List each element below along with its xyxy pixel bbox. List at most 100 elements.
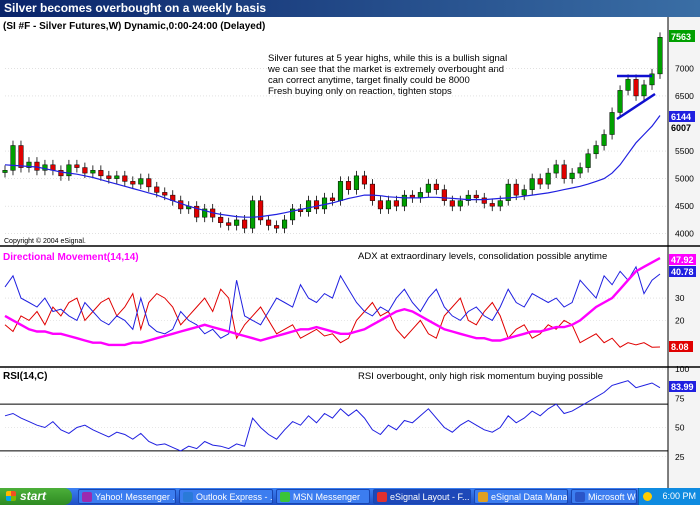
rsi-tick-label: 75 bbox=[675, 393, 685, 403]
minus-di-value-badge bbox=[669, 341, 693, 352]
word-icon bbox=[575, 492, 585, 502]
candle-body bbox=[98, 170, 104, 177]
candle-body bbox=[537, 178, 543, 185]
price-bars bbox=[2, 32, 663, 234]
candle-body bbox=[545, 172, 551, 185]
price-annotation-line-4: Fresh buying only on reaction, tighten s… bbox=[268, 86, 452, 97]
msn-messenger-icon bbox=[280, 492, 290, 502]
rsi-line bbox=[4, 380, 661, 452]
candle-body bbox=[457, 200, 463, 207]
candle-body bbox=[473, 194, 479, 199]
rsi-tick-label: 100 bbox=[675, 364, 689, 374]
start-button[interactable]: start bbox=[0, 488, 72, 505]
candle-body bbox=[122, 175, 128, 182]
candle-body bbox=[417, 192, 423, 199]
price-tick-label: 5000 bbox=[675, 174, 694, 184]
candle-body bbox=[202, 208, 208, 218]
taskbar-item-esignal-data-manager[interactable]: eSignal Data Mana... bbox=[474, 489, 568, 504]
candle-body bbox=[58, 170, 64, 177]
candle-body bbox=[250, 200, 256, 229]
taskbar: start Yahoo! Messenger ... Outlook Expre… bbox=[0, 488, 700, 505]
candle-body bbox=[337, 181, 344, 201]
candle-body bbox=[401, 194, 407, 207]
candle-body bbox=[377, 200, 383, 210]
windows-logo-icon bbox=[6, 491, 16, 501]
yahoo-messenger-icon bbox=[82, 492, 92, 502]
price-tick-label: 6500 bbox=[675, 91, 694, 101]
rsi-value-badge bbox=[669, 381, 696, 392]
taskbar-item-yahoo-messenger[interactable]: Yahoo! Messenger ... bbox=[78, 489, 176, 504]
taskbar-item-msn-messenger[interactable]: MSN Messenger bbox=[276, 489, 370, 504]
dmi-tick-label: 30 bbox=[675, 293, 685, 303]
candle-body bbox=[441, 189, 447, 201]
chart-area[interactable]: (SI #F - Silver Futures,W) Dynamic,0:00-… bbox=[0, 17, 700, 488]
rsi-value: 83.99 bbox=[671, 382, 694, 392]
candle-body bbox=[553, 164, 559, 174]
taskbar-item-outlook-express[interactable]: Outlook Express - ... bbox=[179, 489, 273, 504]
window-title: Silver becomes overbought on a weekly ba… bbox=[4, 1, 267, 15]
candle-body bbox=[361, 175, 368, 185]
taskbar-item-label: MSN Messenger bbox=[293, 492, 361, 502]
taskbar-item-esignal-layout[interactable]: eSignal Layout - F... bbox=[373, 489, 471, 504]
candle-body bbox=[369, 183, 375, 201]
candle-body bbox=[433, 183, 439, 190]
candle-body bbox=[593, 145, 599, 155]
axis-tick-labels: 4000 4500 5000 5500 6500 7000 20 30 25 50 100 75 bbox=[675, 63, 694, 461]
candle-body bbox=[226, 222, 232, 226]
price-tick-label: 4000 bbox=[675, 229, 694, 239]
taskbar-item-word[interactable]: Microsoft Word - ... bbox=[571, 489, 637, 504]
candle-body bbox=[266, 219, 272, 226]
price-annotation-line-1: Silver futures at 5 year highs, while th… bbox=[268, 53, 507, 64]
candle-body bbox=[18, 145, 24, 168]
system-tray[interactable]: 6:00 PM bbox=[638, 488, 700, 505]
last-price-value: 7563 bbox=[671, 32, 691, 42]
candle-body bbox=[561, 164, 567, 179]
candle-body bbox=[74, 164, 80, 168]
price-annotation-line-3: can correct anytime, target finally coul… bbox=[268, 75, 470, 86]
window-title-bar[interactable]: Silver becomes overbought on a weekly ba… bbox=[0, 0, 700, 17]
candle-body bbox=[282, 219, 288, 229]
price-tick-label: 5500 bbox=[675, 146, 694, 156]
support-trendline bbox=[616, 92, 656, 121]
candle-body bbox=[585, 153, 591, 168]
candle-body bbox=[577, 167, 583, 174]
candle-body bbox=[194, 205, 200, 218]
candle-body bbox=[290, 208, 296, 221]
rsi-tick-label: 25 bbox=[675, 452, 685, 462]
price-tick-label: 7000 bbox=[675, 63, 694, 73]
candle-body bbox=[489, 203, 495, 207]
candle-body bbox=[242, 219, 248, 229]
chart-background bbox=[0, 17, 700, 488]
candle-body bbox=[385, 200, 391, 210]
candle-body bbox=[10, 145, 16, 171]
candle-body bbox=[138, 178, 144, 185]
candle-body bbox=[258, 200, 264, 221]
candle-body bbox=[329, 197, 336, 201]
taskbar-item-label: Yahoo! Messenger ... bbox=[95, 492, 176, 502]
taskbar-item-label: Outlook Express - ... bbox=[196, 492, 273, 502]
esignal-data-icon bbox=[478, 492, 488, 502]
dmi-tick-label: 20 bbox=[675, 315, 685, 325]
candle-body bbox=[345, 181, 352, 190]
candle-body bbox=[274, 225, 280, 229]
rsi-tick-label: 50 bbox=[675, 423, 685, 433]
candle-body bbox=[90, 170, 96, 174]
candle-body bbox=[106, 175, 112, 179]
ma-value-badge bbox=[669, 111, 695, 122]
candle-body bbox=[529, 178, 535, 190]
candle-body bbox=[82, 167, 88, 174]
candle-body bbox=[617, 90, 623, 113]
candle-body bbox=[42, 164, 48, 171]
price-annotation-line-2: we can see that the market is extremely … bbox=[267, 64, 504, 75]
adx-value: 47.92 bbox=[671, 255, 694, 265]
candle-body bbox=[513, 183, 519, 196]
plus-di-value: 40.78 bbox=[671, 267, 694, 277]
pattern-trendlines bbox=[616, 74, 656, 121]
candle-body bbox=[633, 79, 639, 97]
candle-body bbox=[625, 79, 631, 91]
candle-body bbox=[497, 200, 503, 207]
candle-body bbox=[569, 172, 575, 179]
minus-di-line bbox=[4, 288, 661, 348]
tray-icon bbox=[643, 492, 652, 501]
ma-value: 6144 bbox=[671, 112, 691, 122]
